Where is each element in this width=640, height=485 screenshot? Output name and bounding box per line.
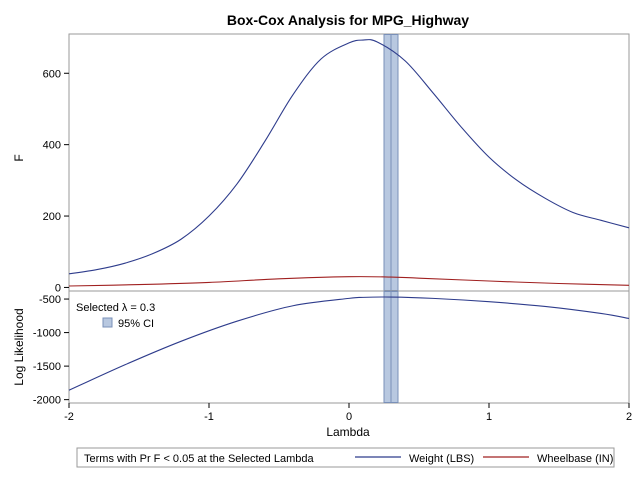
legend-frame [76, 447, 615, 468]
top-panel: 0 200 400 600 F [12, 33, 630, 294]
top-panel-frame [68, 33, 630, 292]
ci-legend-label: 95% CI [118, 318, 154, 330]
top-y-axis-title: F [12, 154, 26, 161]
bottom-y-axis-title: Log Likelihood [12, 308, 26, 385]
legend-weight-label: Weight (LBS) [409, 453, 474, 465]
top-ci-band-group [383, 34, 399, 291]
bottom-ci-band-group [383, 291, 399, 403]
top-y-ticks: 0 200 400 600 [43, 68, 69, 294]
x-tick-label: -1 [204, 411, 214, 423]
top-y-tick-label: 600 [43, 68, 61, 80]
top-y-tick-label: 400 [43, 140, 61, 152]
bottom-y-tick-label: -500 [39, 294, 61, 306]
bottom-series-line-0 [68, 296, 630, 391]
top-series-line-0 [68, 39, 630, 275]
bottom-y-tick-label: -1000 [33, 328, 61, 340]
x-tick-label: 2 [626, 411, 632, 423]
x-tick-label: 1 [486, 411, 492, 423]
legend-wheelbase-label: Wheelbase (IN) [537, 453, 613, 465]
legend-title: Terms with Pr F < 0.05 at the Selected L… [84, 453, 314, 465]
bottom-y-tick-label: -1500 [33, 361, 61, 373]
legend: Terms with Pr F < 0.05 at the Selected L… [76, 447, 615, 468]
top-series-group [68, 39, 630, 287]
top-series-line-1 [68, 276, 630, 287]
bottom-y-tick-label: -2000 [33, 395, 61, 407]
top-y-tick-label: 0 [55, 282, 61, 294]
bottom-series-group [68, 296, 630, 391]
top-y-tick-label: 200 [43, 211, 61, 223]
bottom-panel: -500 -1000 -1500 -2000 Log Likelihood Selec… [12, 290, 630, 407]
selected-lambda-label: Selected λ = 0.3 [76, 302, 155, 314]
ci-legend-swatch [102, 317, 113, 328]
x-axis: -2 -1 0 1 2 [64, 403, 632, 423]
x-axis-title: Lambda [326, 425, 370, 439]
chart-title: Box-Cox Analysis for MPG_Highway [227, 12, 469, 28]
bottom-y-ticks: -500 -1000 -1500 -2000 [33, 294, 69, 407]
x-tick-label: -2 [64, 411, 74, 423]
x-tick-label: 0 [346, 411, 352, 423]
